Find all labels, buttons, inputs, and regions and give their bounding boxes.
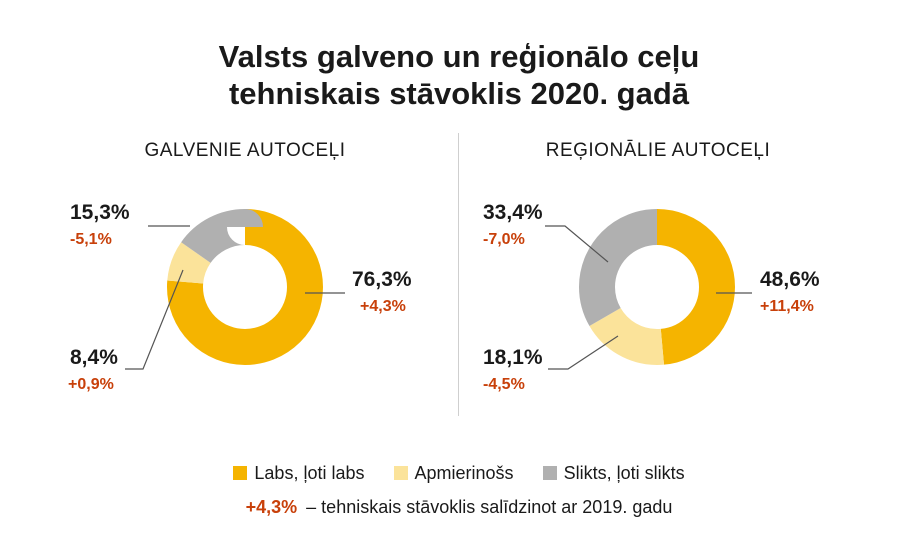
legend-item-satisfactory: Apmierinošs — [393, 463, 514, 484]
chart-title-line-1: Valsts galveno un reģionālo ceļu — [218, 39, 700, 74]
legend: Labs, ļoti labs Apmierinošs Slikts, ļoti… — [0, 463, 918, 484]
regional-satisfactory-change-label: -4,5% — [483, 376, 525, 393]
main-bad-change-label: -5,1% — [70, 231, 112, 248]
panel-divider — [458, 133, 459, 416]
regional-good-value-label: 48,6% — [760, 268, 820, 291]
main-leader-line-satisfactory — [125, 269, 184, 370]
main-good-change-label: +4,3% — [360, 298, 406, 315]
legend-item-good: Labs, ļoti labs — [233, 463, 364, 484]
regional-good-change-label: +11,4% — [760, 298, 814, 315]
regional-leader-line-satisfactory — [548, 335, 619, 370]
regional-slice-bad — [579, 209, 735, 365]
regional-bad-change-label: -7,0% — [483, 231, 525, 248]
main-satisfactory-value-label: 8,4% — [70, 346, 118, 369]
legend-swatch-good — [233, 466, 248, 480]
chart-title-line-2: tehniskais stāvoklis 2020. gadā — [228, 76, 690, 111]
legend-swatch-satisfactory — [393, 466, 408, 480]
main-roads-subtitle: GALVENIE AUTOCEĻI — [144, 140, 346, 161]
main-satisfactory-change-label: +0,9% — [68, 376, 114, 393]
note-text: – tehniskais stāvoklis salīdzinot ar 201… — [306, 497, 673, 517]
regional-bad-value-label: 33,4% — [483, 201, 543, 224]
main-good-value-label: 76,3% — [352, 268, 412, 291]
regional-roads-subtitle: REĢIONĀLIE AUTOCEĻI — [545, 140, 771, 161]
main-slice-bad — [167, 209, 323, 365]
main-bad-value-label: 15,3% — [70, 201, 130, 224]
regional-slice-satisfactory — [579, 209, 735, 365]
legend-label-satisfactory: Apmierinošs — [414, 463, 514, 483]
change-note: +4,3% – tehniskais stāvoklis salīdzinot … — [0, 497, 918, 518]
regional-leader-line-bad — [545, 225, 609, 263]
note-change-example: +4,3% — [245, 497, 298, 517]
legend-label-bad: Slikts, ļoti slikts — [563, 463, 685, 483]
regional-satisfactory-value-label: 18,1% — [483, 346, 543, 369]
legend-item-bad: Slikts, ļoti slikts — [542, 463, 685, 484]
legend-label-good: Labs, ļoti labs — [254, 463, 365, 483]
legend-swatch-bad — [542, 466, 557, 480]
